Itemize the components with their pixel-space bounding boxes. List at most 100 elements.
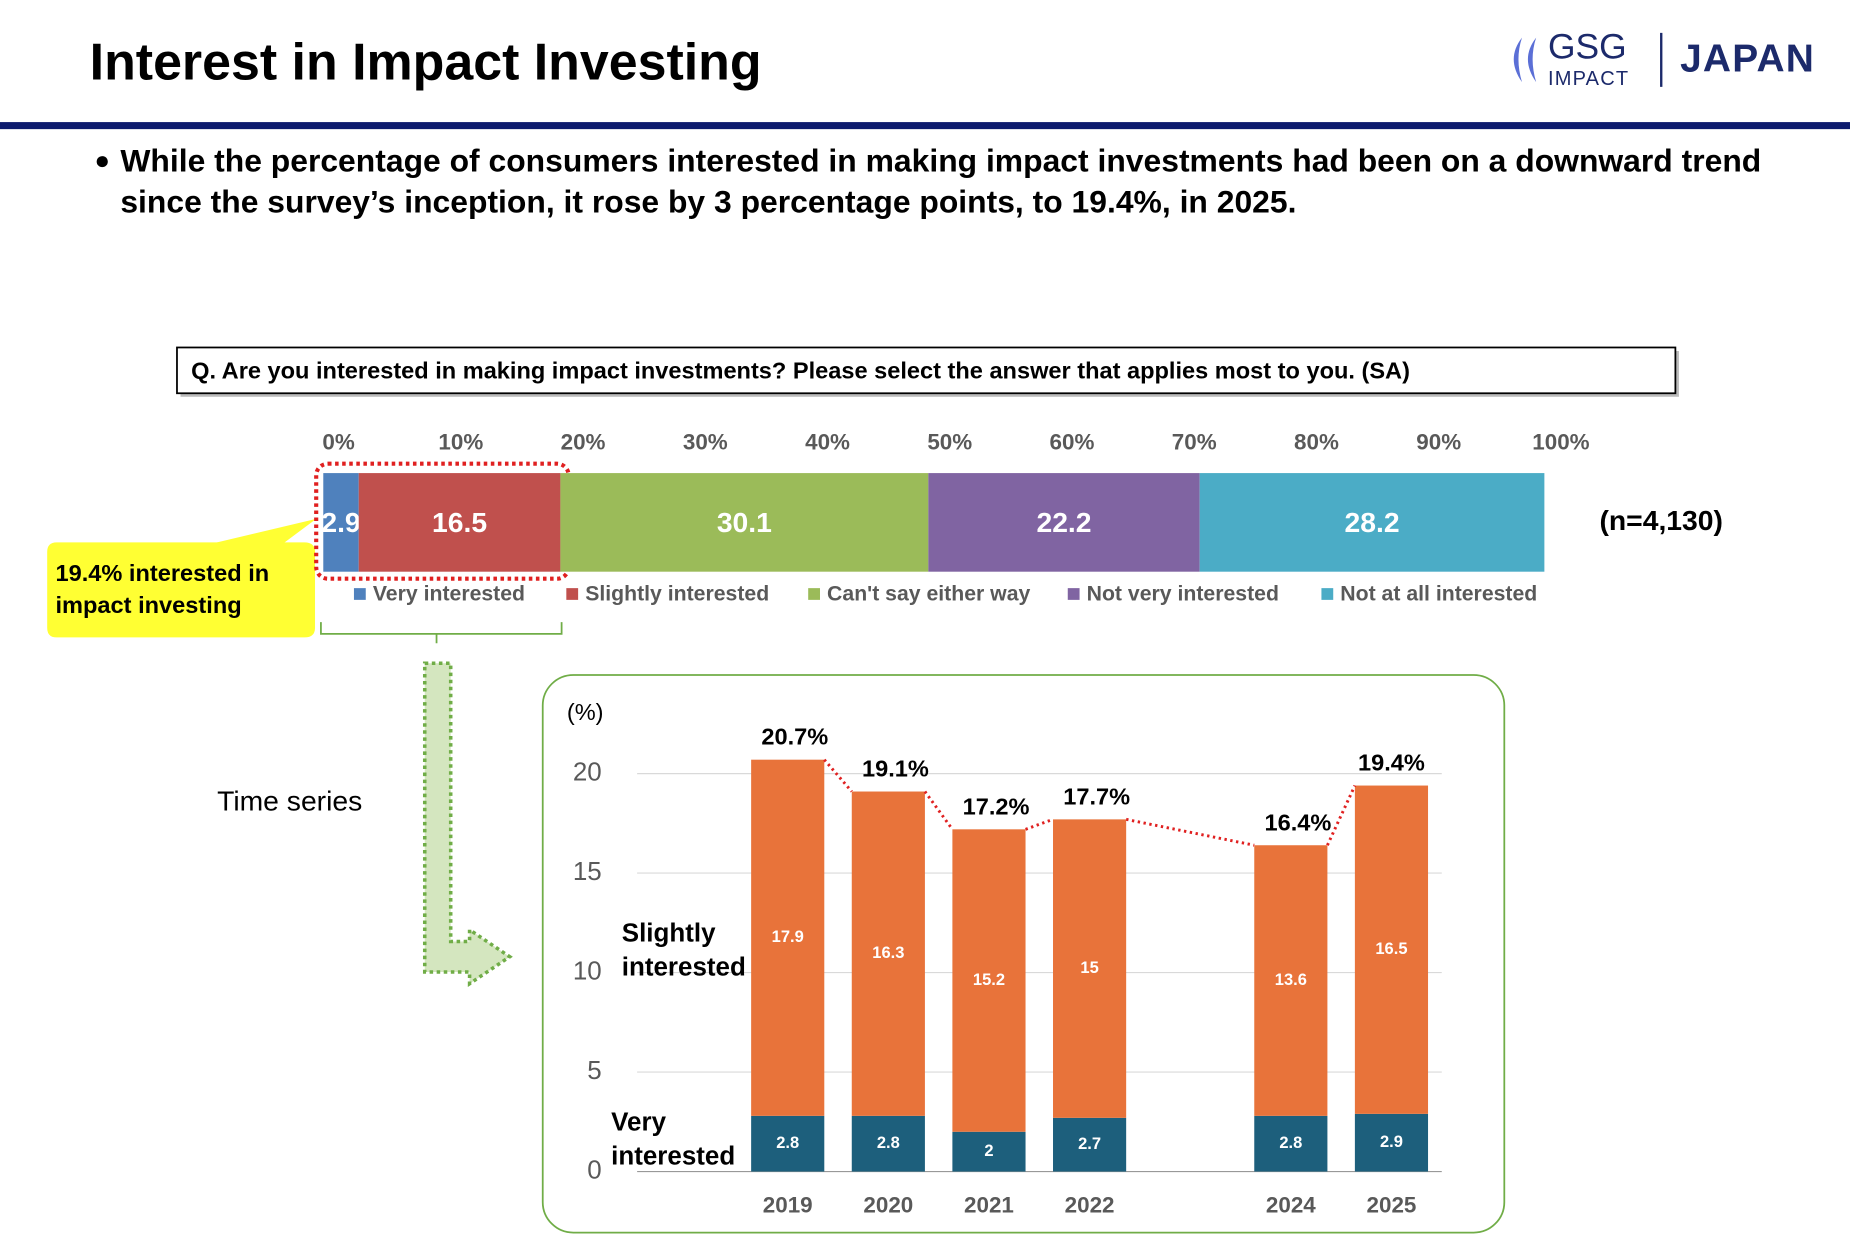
bar-segment <box>1053 819 1127 1118</box>
trend-line <box>1125 817 1255 847</box>
bar-value-label: 28.2 <box>1344 506 1399 538</box>
y-tick-label: 10 <box>573 957 602 985</box>
bar-segment <box>928 473 1200 572</box>
x-tick-label: 2019 <box>763 1193 813 1218</box>
bar-segment <box>1053 1117 1127 1172</box>
plot: 0% 10% 20% 30% 40% 50% 60% 70% 80% 90% 100% 2.9 Very… <box>217 430 1723 1218</box>
bar-value-label: 22.2 <box>1036 506 1091 538</box>
bar-segment <box>1354 785 1429 1114</box>
logo-icon <box>1513 37 1537 83</box>
bar-value-label: 13.6 <box>1275 971 1307 989</box>
series-label: Slightly interested <box>621 918 746 982</box>
bar-value-label: 17.9 <box>772 928 804 946</box>
bar-value-label: 16.5 <box>1375 940 1407 958</box>
x-tick-label: 80% <box>1294 430 1339 455</box>
bracket <box>320 622 563 644</box>
total-label: 19.4% <box>1358 750 1425 776</box>
bar-value-label: 16.3 <box>872 944 904 962</box>
x-tick-label: 50% <box>927 430 972 455</box>
callout-holder: 19.4% interested in impact investing <box>55 561 270 619</box>
x-tick-label: 2020 <box>863 1193 913 1218</box>
bar-segment <box>1354 1113 1429 1172</box>
x-tick-label: 100% <box>1532 430 1589 455</box>
total-label: 19.1% <box>862 756 929 782</box>
trend-line <box>1326 784 1357 846</box>
slide-title: Interest in Impact Investing <box>90 32 762 90</box>
bar-value-label: 15 <box>1080 959 1098 977</box>
legend-label: Can't say either way <box>827 583 1030 606</box>
bar-value-label: 2 <box>984 1142 993 1160</box>
total-label: 17.2% <box>963 793 1030 819</box>
time-series-frame <box>541 674 1506 1234</box>
series-label-holder: Very interested <box>611 1107 736 1171</box>
bar-value-label: 2.9 <box>1380 1133 1403 1151</box>
x-tick-label: 30% <box>683 430 728 455</box>
callout-pointer <box>212 518 317 544</box>
x-tick-label: 2024 <box>1266 1193 1316 1218</box>
bullet-dot: ● <box>94 147 110 175</box>
bar-segment <box>851 791 925 1116</box>
bar-segment <box>1199 473 1545 572</box>
trend-line <box>823 758 853 793</box>
total-label: 20.7% <box>761 724 828 750</box>
y-tick-label: 0 <box>587 1156 601 1184</box>
legend-label: Slightly interested <box>585 583 769 606</box>
bar-value-label: 2.8 <box>776 1134 799 1152</box>
x-tick-label: 70% <box>1172 430 1217 455</box>
y-tick-label: 20 <box>573 758 602 786</box>
total-label: 17.7% <box>1063 783 1130 809</box>
y-tick-label: 15 <box>573 858 602 886</box>
bar-segment <box>952 829 1026 1132</box>
bar-value-label: 2.8 <box>1279 1134 1302 1152</box>
flow-arrow <box>422 661 513 988</box>
logo-region: JAPAN <box>1680 37 1815 80</box>
series-label-holder: Slightly interested <box>621 918 746 982</box>
bar-value-label: 2.8 <box>877 1134 900 1152</box>
legend-swatch <box>1321 588 1334 600</box>
bullet-box: While the percentage of consumers intere… <box>120 143 1762 220</box>
x-tick-label: 20% <box>561 430 606 455</box>
sample-size: (n=4,130) <box>1599 504 1723 536</box>
legend-swatch <box>808 588 820 600</box>
bar-segment <box>751 759 825 1116</box>
total-label: 16.4% <box>1264 809 1331 835</box>
header-rule <box>0 122 1850 130</box>
bar-segment <box>1254 845 1328 1116</box>
bar-segment <box>323 473 359 572</box>
series-label: Very interested <box>611 1107 736 1171</box>
logo-brand: GSG <box>1548 28 1627 67</box>
logo-sub: IMPACT <box>1548 68 1629 90</box>
bar-value-label: 16.5 <box>432 506 487 538</box>
legend-swatch <box>353 588 366 600</box>
legend-label: Very interested <box>373 583 525 606</box>
bar-segment <box>1254 1115 1328 1172</box>
bar-value-label: 15.2 <box>973 971 1005 989</box>
x-tick-label: 90% <box>1416 430 1461 455</box>
question-box <box>176 346 1677 395</box>
x-tick-label: 0% <box>322 430 355 455</box>
question-text: Q. Are you interested in making impact i… <box>191 357 1410 383</box>
x-tick-label: 40% <box>805 430 850 455</box>
legend-label: Not very interested <box>1087 583 1279 606</box>
bar-segment <box>358 473 561 572</box>
callout-text: 19.4% interested in impact investing <box>55 561 270 619</box>
trend-line <box>923 790 954 831</box>
x-tick-label: 2022 <box>1065 1193 1115 1218</box>
x-tick-label: 2021 <box>964 1193 1014 1218</box>
bar-segment <box>851 1115 925 1172</box>
x-tick-label: 10% <box>438 430 483 455</box>
trend-line <box>1025 817 1054 831</box>
bar-segment <box>751 1115 825 1172</box>
x-tick-label: 60% <box>1050 430 1095 455</box>
bar-segment <box>560 473 929 572</box>
y-tick-label: 5 <box>587 1057 601 1085</box>
legend-label: Not at all interested <box>1340 583 1537 606</box>
bar-value-label: 30.1 <box>717 506 772 538</box>
bar-value-label: 2.7 <box>1078 1135 1101 1153</box>
x-tick-label: 2025 <box>1367 1193 1417 1218</box>
bullet-text: While the percentage of consumers intere… <box>120 143 1762 220</box>
callout-box <box>47 542 316 638</box>
legend-swatch <box>1067 588 1080 600</box>
bar-value-label: 2.9 <box>321 506 360 538</box>
